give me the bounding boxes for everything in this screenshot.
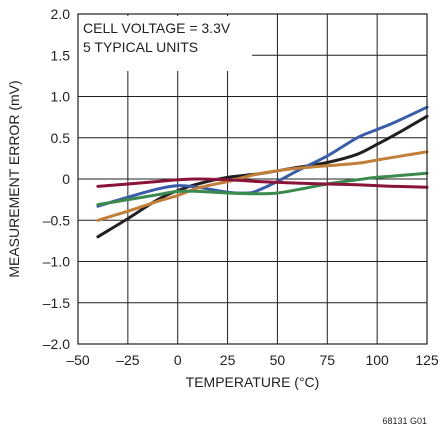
x-axis-title: TEMPERATURE (°C) xyxy=(186,374,320,390)
x-tick-label: 75 xyxy=(319,352,335,368)
y-tick-label: –2.0 xyxy=(43,336,70,352)
annotation-typical-units: 5 TYPICAL UNITS xyxy=(83,39,198,55)
x-tick-label: 125 xyxy=(415,352,439,368)
x-tick-label: 50 xyxy=(270,352,286,368)
x-tick-labels: –50 –25 0 25 50 75 100 125 xyxy=(66,352,439,368)
y-tick-label: –1.0 xyxy=(43,254,70,270)
y-tick-label: –0.5 xyxy=(43,212,70,228)
y-tick-label: 2.0 xyxy=(51,6,71,22)
y-tick-label: 1.0 xyxy=(51,89,71,105)
series-line-5 xyxy=(96,177,429,189)
annotation-box xyxy=(78,16,252,71)
curves xyxy=(96,105,429,239)
plot-frame xyxy=(77,13,428,345)
y-tick-label: 1.5 xyxy=(51,47,71,63)
x-tick-label: 0 xyxy=(174,352,182,368)
y-tick-label: –1.5 xyxy=(43,295,70,311)
x-tick-label: 25 xyxy=(220,352,236,368)
annotation-cell-voltage: CELL VOLTAGE = 3.3V xyxy=(83,20,231,36)
figure-id: 68131 G01 xyxy=(382,416,427,426)
series-line-2 xyxy=(96,105,429,208)
series-line-4 xyxy=(96,171,429,207)
y-tick-label: 0.5 xyxy=(51,130,71,146)
x-tick-label: –25 xyxy=(116,352,140,368)
series-line-3 xyxy=(96,150,429,222)
x-tick-label: 100 xyxy=(365,352,389,368)
y-tick-labels: 2.0 1.5 1.0 0.5 0 –0.5 –1.0 –1.5 –2.0 xyxy=(43,6,70,352)
y-axis-title: MEASUREMENT ERROR (mV) xyxy=(6,80,22,277)
x-tick-label: –50 xyxy=(66,352,90,368)
y-tick-label: 0 xyxy=(62,171,70,187)
